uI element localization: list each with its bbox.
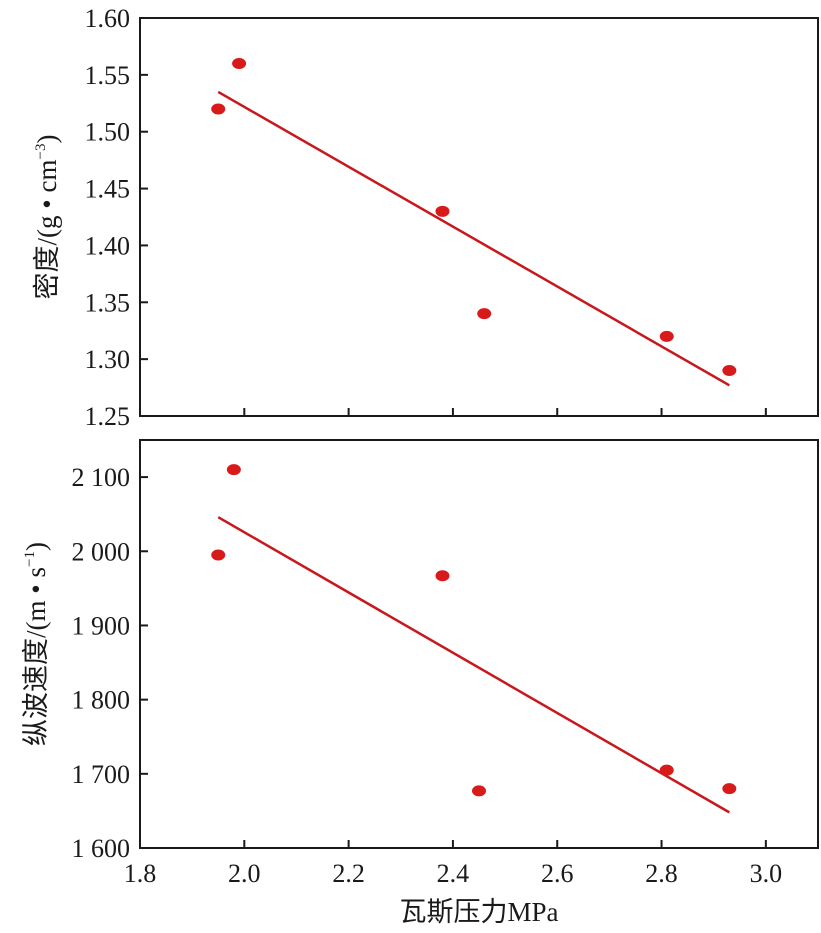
x-tick-label: 1.8 xyxy=(124,859,157,888)
bottom-y-tick-label: 2 000 xyxy=(72,537,131,566)
top-data-point xyxy=(435,205,450,217)
top-y-tick-label: 1.60 xyxy=(85,4,131,33)
x-tick-label: 2.2 xyxy=(332,859,365,888)
bottom-trendline xyxy=(217,516,730,814)
bottom-ylabel-main: 纵波速度/(m • s xyxy=(21,567,51,746)
top-y-tick-label: 1.50 xyxy=(85,118,131,147)
top-y-tick-label: 1.55 xyxy=(85,61,131,90)
top-y-tick-label: 1.30 xyxy=(85,345,131,374)
bottom-data-point xyxy=(722,783,737,795)
bottom-data-point xyxy=(435,570,450,582)
x-axis-title: 瓦斯压力MPa xyxy=(399,897,558,927)
bottom-y-tick-label: 1 800 xyxy=(72,686,131,715)
top-y-tick-label: 1.35 xyxy=(85,288,131,317)
top-data-point xyxy=(659,330,674,342)
x-tick-label: 2.6 xyxy=(541,859,574,888)
bottom-data-point xyxy=(659,764,674,776)
top-data-point xyxy=(211,103,226,115)
top-data-point xyxy=(232,57,247,69)
top-ylabel-sup: −3 xyxy=(33,144,49,160)
top-panel-ylabel: 密度/(g • cm−3) xyxy=(32,135,62,300)
top-data-point xyxy=(722,365,737,377)
bottom-panel-ylabel: 纵波速度/(m • s−1) xyxy=(21,542,51,746)
top-y-tick-label: 1.45 xyxy=(85,175,131,204)
top-ylabel-close: ) xyxy=(32,135,62,144)
chart-layer: 1.60 1.55 1.50 1.45 1.40 1.35 1.30 1.25 2 100 2 0… xyxy=(72,4,783,888)
bottom-data-point xyxy=(211,549,226,561)
top-trendline xyxy=(217,90,730,387)
top-ylabel-main: 密度/(g • cm xyxy=(32,160,62,300)
top-y-tick-label: 1.25 xyxy=(85,402,131,431)
top-panel-frame xyxy=(139,17,819,417)
top-data-point xyxy=(477,308,492,320)
x-tick-label: 2.4 xyxy=(437,859,470,888)
bottom-y-tick-label: 1 900 xyxy=(72,611,131,640)
x-tick-label: 3.0 xyxy=(750,859,783,888)
top-y-tick-label: 1.40 xyxy=(85,231,131,260)
bottom-data-point xyxy=(226,464,241,476)
bottom-y-tick-label: 2 100 xyxy=(72,463,131,492)
bottom-ylabel-sup: −1 xyxy=(22,551,38,567)
bottom-ylabel-close: ) xyxy=(21,542,51,551)
bottom-data-point xyxy=(472,785,486,797)
bottom-y-tick-label: 1 700 xyxy=(72,760,131,789)
bottom-y-tick-label: 1 600 xyxy=(72,834,131,863)
bottom-panel-frame xyxy=(139,439,819,849)
x-tick-label: 2.8 xyxy=(645,859,678,888)
x-tick-label: 2.0 xyxy=(228,859,261,888)
